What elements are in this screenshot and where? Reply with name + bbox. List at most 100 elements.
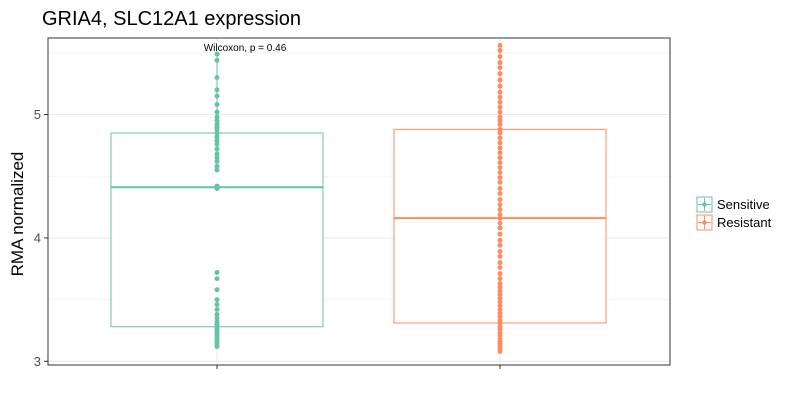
y-tick-label: 3 <box>34 354 41 369</box>
resistant-point <box>497 265 503 271</box>
resistant-point <box>497 326 503 332</box>
stat-annotation: Wilcoxon, p = 0.46 <box>204 43 287 54</box>
legend: Sensitive Resistant <box>696 196 772 231</box>
sensitive-point <box>214 87 220 93</box>
resistant-point <box>497 215 503 221</box>
y-tick-label: 5 <box>34 107 41 122</box>
resistant-point <box>497 271 503 277</box>
sensitive-point <box>214 302 220 308</box>
resistant-point <box>497 190 503 196</box>
sensitive-point <box>214 167 220 173</box>
sensitive-point <box>214 276 220 282</box>
resistant-point <box>497 348 503 354</box>
resistant-point <box>497 60 503 66</box>
resistant-point <box>497 77 503 83</box>
sensitive-point <box>214 51 220 57</box>
sensitive-point <box>214 114 220 120</box>
resistant-legend-key-dot <box>702 220 707 225</box>
resistant-point <box>497 140 503 146</box>
sensitive-point <box>214 118 220 124</box>
sensitive-point <box>214 151 220 157</box>
resistant-point <box>497 281 503 287</box>
sensitive-point <box>214 141 220 147</box>
sensitive-point <box>214 134 220 140</box>
resistant-point <box>497 89 503 95</box>
resistant-point <box>497 160 503 166</box>
resistant-point <box>497 155 503 161</box>
resistant-point <box>497 306 503 312</box>
resistant-point <box>497 179 503 185</box>
sensitive-point <box>214 137 220 143</box>
resistant-point <box>497 165 503 171</box>
sensitive-point <box>214 126 220 132</box>
resistant-point <box>497 114 503 120</box>
resistant-point <box>497 83 503 89</box>
sensitive-point <box>214 306 220 312</box>
resistant-point <box>497 211 503 217</box>
resistant-point <box>497 231 503 237</box>
resistant-point <box>497 207 503 213</box>
sensitive-point <box>214 155 220 161</box>
sensitive-point <box>214 57 220 63</box>
resistant-point <box>497 242 503 248</box>
resistant-point <box>497 299 503 305</box>
sensitive-legend-key-dot <box>702 202 707 207</box>
resistant-point <box>497 320 503 326</box>
resistant-point <box>497 260 503 266</box>
resistant-point <box>497 145 503 151</box>
resistant-point <box>497 303 503 309</box>
resistant-point <box>497 118 503 124</box>
resistant-point <box>497 150 503 156</box>
resistant-point <box>497 314 503 320</box>
resistant-point <box>497 130 503 136</box>
resistant-point <box>497 174 503 180</box>
resistant-point <box>497 288 503 294</box>
sensitive-point <box>214 315 220 321</box>
plot-border <box>47 37 671 366</box>
resistant-point <box>497 71 503 77</box>
resistant-point <box>497 135 503 141</box>
resistant-point <box>497 237 503 243</box>
y-axis-title: RMA normalized <box>8 152 27 277</box>
resistant-point <box>497 104 503 110</box>
resistant-point <box>497 248 503 254</box>
resistant-point <box>497 292 503 298</box>
resistant-point <box>497 47 503 53</box>
resistant-point <box>497 126 503 132</box>
resistant-point <box>497 225 503 231</box>
resistant-point <box>497 310 503 316</box>
resistant-point <box>497 121 503 127</box>
data-points <box>214 42 503 354</box>
sensitive-point <box>214 269 220 275</box>
sensitive-point <box>214 158 220 164</box>
resistant-point <box>497 109 503 115</box>
resistant-point <box>497 65 503 71</box>
resistant-point <box>497 220 503 226</box>
sensitive-point <box>214 109 220 115</box>
resistant-point <box>497 276 503 282</box>
resistant-point <box>497 197 503 203</box>
resistant-point <box>497 94 503 100</box>
axes: 3 4 5 <box>34 107 501 369</box>
sensitive-point <box>214 343 220 349</box>
sensitive-legend-label: Sensitive <box>717 197 770 212</box>
resistant-point <box>497 202 503 208</box>
chart-title: GRIA4, SLC12A1 expression <box>42 8 301 30</box>
sensitive-point <box>214 146 220 152</box>
sensitive-point <box>214 297 220 303</box>
resistant-point <box>497 54 503 60</box>
resistant-point <box>497 284 503 290</box>
sensitive-point <box>214 130 220 136</box>
sensitive-point <box>214 163 220 169</box>
resistant-point <box>497 170 503 176</box>
resistant-legend-label: Resistant <box>717 215 772 230</box>
resistant-point <box>497 186 503 192</box>
resistant-point <box>497 295 503 301</box>
resistant-point <box>497 42 503 48</box>
sensitive-point <box>214 287 220 293</box>
sensitive-point <box>214 186 220 192</box>
sensitive-point <box>214 102 220 108</box>
sensitive-point <box>214 311 220 317</box>
resistant-point <box>497 253 503 259</box>
